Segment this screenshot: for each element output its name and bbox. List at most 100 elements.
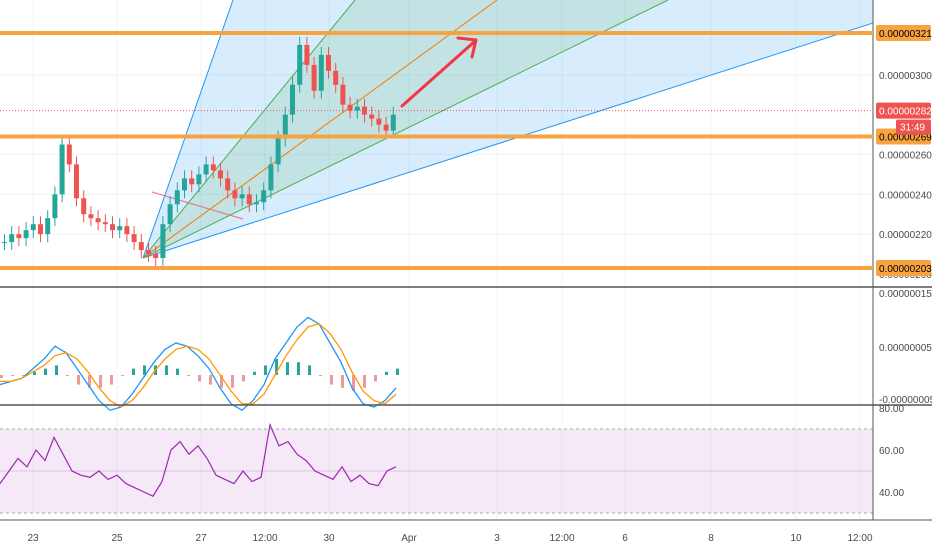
macd-histogram-bar xyxy=(341,375,344,388)
fan-blue-area xyxy=(143,0,873,258)
candle xyxy=(66,144,72,165)
macd-histogram-bar xyxy=(297,362,300,375)
time-tick-label: 10 xyxy=(790,533,802,544)
macd-histogram-bar xyxy=(88,375,91,388)
price-tick-label: 0.00000300 xyxy=(879,71,932,82)
candle xyxy=(88,214,94,219)
macd-histogram-bar xyxy=(385,371,388,375)
macd-histogram-bar xyxy=(220,375,223,388)
candle xyxy=(167,204,173,225)
candle xyxy=(117,226,123,231)
candle xyxy=(254,202,259,205)
rsi-tick-label: 60.00 xyxy=(879,446,904,457)
candle xyxy=(311,64,317,91)
candle xyxy=(2,242,7,244)
time-tick-label: 12:00 xyxy=(252,533,277,544)
price-tick-label: 0.00000260 xyxy=(879,150,932,161)
rsi-tick-label: 80.00 xyxy=(879,404,904,415)
candle xyxy=(153,254,159,259)
candle xyxy=(376,118,382,125)
candle xyxy=(102,222,108,225)
time-tick-label: 3 xyxy=(494,533,500,544)
candle xyxy=(282,114,288,139)
time-tick-label: 25 xyxy=(111,533,123,544)
candle xyxy=(261,190,267,203)
candle xyxy=(290,84,295,115)
time-tick-label: 23 xyxy=(27,533,39,544)
candle xyxy=(275,138,281,165)
macd-histogram-bar xyxy=(165,365,168,375)
candle xyxy=(95,218,101,223)
candle xyxy=(326,54,331,71)
countdown-label: 31:49 xyxy=(900,123,925,134)
macd-histogram-bar xyxy=(264,365,267,375)
time-tick-label: Apr xyxy=(401,533,417,544)
macd-histogram-bar xyxy=(176,368,179,375)
candle xyxy=(189,178,195,185)
countdown-badge xyxy=(896,119,931,135)
candle xyxy=(16,234,22,239)
candle xyxy=(203,164,209,175)
candle xyxy=(218,170,223,179)
candle xyxy=(110,224,115,231)
candle xyxy=(333,70,339,85)
candle xyxy=(304,44,310,65)
level-label: 0.00000203 xyxy=(879,264,932,275)
macd-histogram-bar xyxy=(22,375,25,376)
price-tick-label: 0.00000240 xyxy=(879,190,932,201)
level-badge xyxy=(876,260,931,276)
candle xyxy=(354,106,360,111)
candle xyxy=(340,84,346,105)
macd-histogram-bar xyxy=(242,375,245,382)
macd-histogram-bar xyxy=(209,375,212,385)
level-label: 0.00000321 xyxy=(879,29,932,40)
level-badge xyxy=(876,25,931,41)
candle xyxy=(182,178,187,191)
candle xyxy=(383,124,389,131)
candle xyxy=(160,224,166,259)
fan-center-line xyxy=(142,0,498,259)
macd-histogram-bar xyxy=(187,375,190,376)
macd-histogram-bar xyxy=(363,375,366,388)
macd-histogram-bar xyxy=(66,375,69,376)
macd-histogram-bar xyxy=(33,371,36,375)
macd-histogram-bar xyxy=(44,368,47,375)
candle xyxy=(131,234,137,243)
candle xyxy=(318,54,324,91)
current-price-badge xyxy=(876,102,931,119)
time-tick-label: 12:00 xyxy=(847,533,872,544)
candle xyxy=(347,104,353,111)
macd-histogram-bar xyxy=(374,375,377,382)
candle xyxy=(9,234,15,243)
candle xyxy=(225,178,231,191)
candle xyxy=(297,44,303,85)
macd-histogram-bar xyxy=(77,375,80,385)
candle xyxy=(59,144,65,195)
level-label: 0.00000269 xyxy=(879,133,932,144)
candle xyxy=(268,164,274,191)
time-tick-label: 30 xyxy=(323,533,335,544)
macd-histogram-bar xyxy=(143,365,146,375)
candle xyxy=(232,190,238,199)
macd-tick-label: 0.00000005 xyxy=(879,343,932,354)
candle xyxy=(369,114,375,119)
macd-histogram-bar xyxy=(11,375,14,376)
macd-histogram-bar xyxy=(110,375,113,385)
candle xyxy=(174,190,180,205)
candle xyxy=(196,174,202,185)
candle xyxy=(246,194,252,205)
trend-line xyxy=(151,191,244,220)
time-tick-label: 6 xyxy=(622,533,628,544)
macd-tick-label: 0.00000015 xyxy=(879,289,932,300)
candle xyxy=(390,114,396,131)
candle xyxy=(45,218,51,235)
macd-histogram-bar xyxy=(308,365,311,375)
signal-line xyxy=(0,323,397,408)
current-price-label: 0.00000282 xyxy=(879,107,932,118)
candle xyxy=(23,230,29,239)
macd-histogram-bar xyxy=(396,368,399,375)
macd-histogram-bar xyxy=(275,359,278,375)
time-tick-label: 8 xyxy=(708,533,714,544)
